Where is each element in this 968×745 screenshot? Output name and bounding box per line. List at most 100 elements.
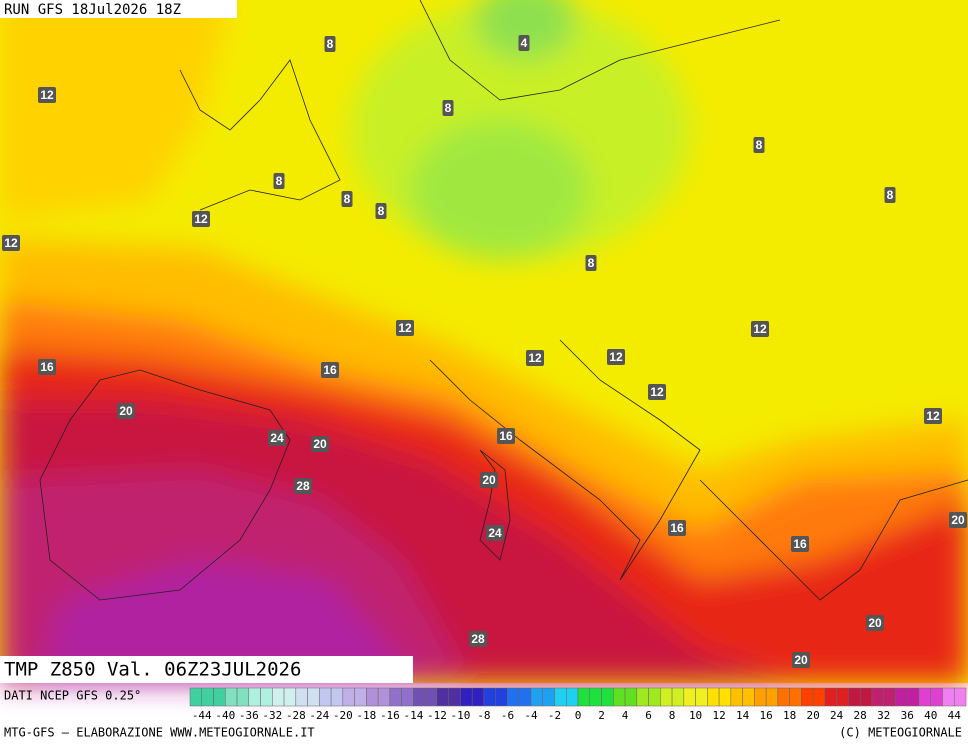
colorbar-swatch [801, 687, 814, 707]
colorbar-tick-label: 8 [669, 709, 676, 722]
colorbar-swatch [683, 687, 696, 707]
run-label: RUN GFS 18Jul2026 18Z [4, 2, 181, 18]
colorbar-swatch [577, 687, 591, 707]
colorbar-swatch [695, 687, 708, 707]
contour-label-box [341, 191, 353, 207]
contour-label-box [792, 652, 810, 668]
colorbar-swatch [248, 687, 261, 707]
contour-label: 4 [521, 36, 528, 50]
colorbar-swatch [542, 687, 555, 707]
colorbar-tick-label: 18 [783, 709, 796, 722]
contour-label-box [2, 235, 20, 251]
colorbar-swatch [777, 687, 790, 707]
colorbar-tick-label: 40 [924, 709, 937, 722]
contour-label-box [884, 187, 896, 203]
colorbar-swatch [660, 687, 673, 707]
colorbar-tick-label: -20 [333, 709, 353, 722]
contour-label-box [866, 615, 884, 631]
colorbar-tick-label: 14 [736, 709, 750, 722]
colorbar-tick-label: -44 [192, 709, 212, 722]
colorbar-swatch [377, 687, 391, 707]
colorbar-tick-label: -40 [215, 709, 235, 722]
contour-label-box [526, 350, 544, 366]
contour-label-box [396, 320, 414, 336]
contour-label-box [668, 520, 686, 536]
colorbar-swatch [236, 687, 250, 707]
colorbar-swatch [213, 687, 226, 707]
colorbar-swatch [319, 687, 332, 707]
colorbar-swatch [895, 687, 908, 707]
contour-label: 20 [868, 616, 882, 630]
colorbar-swatch [295, 687, 308, 707]
contour-label-box [321, 362, 339, 378]
contour-label: 16 [40, 360, 54, 374]
colorbar-swatch [530, 687, 543, 707]
contour-label-box [497, 428, 515, 444]
colorbar-swatch [507, 687, 520, 707]
contour-label: 24 [488, 526, 502, 540]
contour-label: 8 [588, 256, 595, 270]
colorbar-swatch [906, 687, 920, 707]
colorbar-swatch [718, 687, 732, 707]
contour-label-box [273, 173, 285, 189]
colorbar-swatch [883, 687, 896, 707]
contour-label: 12 [609, 350, 623, 364]
contour-label-box [38, 87, 56, 103]
colorbar-tick-label: -16 [380, 709, 400, 722]
contour-label: 16 [499, 429, 513, 443]
contour-label-box [480, 472, 498, 488]
contour-label-box [324, 36, 336, 52]
source-label: DATI NCEP GFS 0.25° [4, 689, 141, 703]
contour-label-box [469, 631, 487, 647]
contour-label: 12 [4, 236, 18, 250]
contour-label: 16 [323, 363, 337, 377]
colorbar-tick-label: -32 [262, 709, 282, 722]
colorbar-tick-label: -12 [427, 709, 447, 722]
colorbar-swatch [730, 687, 743, 707]
colorbar-tick-label: -28 [286, 709, 306, 722]
colorbar-swatch [918, 687, 931, 707]
colorbar-swatch [554, 687, 567, 707]
colorbar-tick-label: 24 [830, 709, 844, 722]
contour-label-box [518, 35, 530, 51]
contour-label: 20 [119, 404, 133, 418]
colorbar-swatch [424, 687, 438, 707]
colorbar-tick-label: -2 [548, 709, 561, 722]
colorbar-swatch [189, 687, 203, 707]
colorbar-swatch [859, 687, 873, 707]
colorbar-swatch [307, 687, 320, 707]
colorbar-tick-label: 20 [807, 709, 820, 722]
colorbar-tick-label: 36 [901, 709, 914, 722]
colorbar-tick-label: 32 [877, 709, 890, 722]
colorbar-tick-label: -14 [403, 709, 423, 722]
temperature-field [0, 0, 968, 683]
contour-label: 12 [398, 321, 412, 335]
colorbar-tick-label: -8 [477, 709, 490, 722]
colorbar-swatch [589, 687, 602, 707]
colorbar-tick-label: 2 [598, 709, 605, 722]
contour-label: 8 [276, 174, 283, 188]
colorbar-swatch [942, 687, 955, 707]
colorbar-swatch [225, 687, 238, 707]
colorbar-swatch [930, 687, 943, 707]
contour-label-box [607, 349, 625, 365]
contour-label: 28 [471, 632, 485, 646]
contour-label: 20 [951, 513, 965, 527]
contour-label: 12 [40, 88, 54, 102]
footer-left: MTG-GFS – ELABORAZIONE WWW.METEOGIORNALE… [4, 726, 315, 740]
contour-label-box [648, 384, 666, 400]
colorbar-swatch [389, 687, 402, 707]
contour-label-box [294, 478, 312, 494]
contour-label-box [192, 211, 210, 227]
contour-label-box [268, 430, 286, 446]
colorbar-swatch [330, 687, 344, 707]
colorbar-swatch [648, 687, 661, 707]
contour-label-box [38, 359, 56, 375]
colorbar-tick-label: 28 [854, 709, 867, 722]
colorbar-tick-label: 4 [622, 709, 629, 722]
colorbar-tick-label: -4 [524, 709, 538, 722]
contour-label-box [949, 512, 967, 528]
colorbar-swatch [495, 687, 508, 707]
colorbar: -44 -40 -36 -32 -28 -24 -20 -18 -16 -14 -12 -10 -8 -6… [189, 687, 967, 722]
